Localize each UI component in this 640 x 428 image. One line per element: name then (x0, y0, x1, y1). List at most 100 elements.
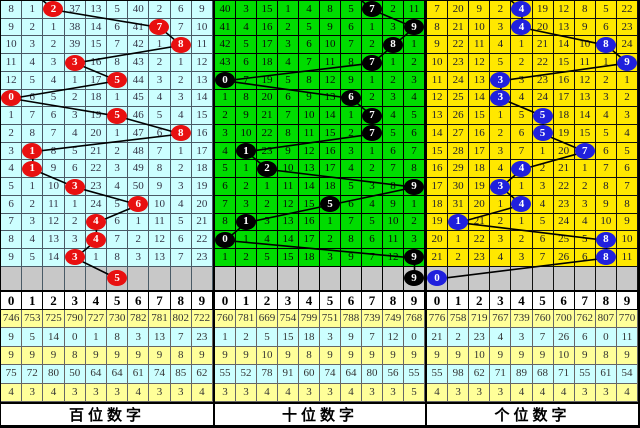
miss-count-cell: 7 (595, 160, 617, 179)
miss-count-cell: 11 (320, 54, 341, 72)
miss-count-cell: 41 (215, 18, 236, 37)
miss-count-cell: 3 (1, 142, 23, 161)
stat-cell: 61 (595, 365, 617, 384)
miss-count-cell: 8 (383, 36, 404, 55)
stat-cell: 10 (469, 346, 491, 366)
miss-count-cell: 1 (362, 142, 383, 161)
drawn-digit-circle: 5 (107, 107, 128, 124)
miss-count-cell: 6 (595, 142, 617, 161)
column-header-cell: 7 (362, 292, 383, 310)
stat-cell: 4 (532, 383, 554, 402)
miss-count-cell: 10 (427, 54, 449, 72)
miss-count-cell: 18 (320, 178, 341, 196)
pending-row-cell (43, 266, 65, 290)
miss-count-cell: 2 (149, 1, 171, 19)
stat-cell: 6 (574, 328, 596, 347)
stat-cell: 12 (383, 328, 404, 347)
miss-count-cell: 2 (532, 160, 554, 179)
miss-count-cell: 8 (22, 125, 44, 143)
stat-cell: 719 (469, 310, 491, 329)
stat-cell: 62 (191, 365, 213, 384)
stat-cell: 799 (299, 310, 320, 329)
miss-count-cell: 2 (170, 71, 192, 90)
miss-count-cell: 9 (427, 36, 449, 55)
miss-count-cell: 6 (107, 213, 129, 232)
pending-row-cell (278, 266, 299, 290)
miss-count-cell: 10 (320, 36, 341, 55)
miss-count-cell: 8 (383, 178, 404, 196)
miss-count-cell: 31 (448, 195, 470, 214)
miss-count-cell: 1 (362, 71, 383, 90)
stat-cell: 2 (236, 328, 257, 347)
miss-count-cell: 1 (43, 18, 65, 37)
miss-count-cell: 25 (448, 89, 470, 108)
stat-cell: 9 (404, 346, 425, 366)
stat-cell: 749 (383, 310, 404, 329)
miss-count-cell: 1 (236, 231, 257, 250)
miss-count-cell: 21 (469, 213, 491, 232)
miss-count-cell: 6 (107, 18, 129, 37)
pending-row-cell (64, 266, 86, 290)
miss-count-cell: 4 (616, 125, 638, 143)
column-header-cell: 3 (490, 292, 512, 310)
miss-count-cell: 19 (553, 125, 575, 143)
miss-count-cell: 2 (362, 36, 383, 55)
stat-cell: 13 (149, 328, 171, 347)
miss-count-cell: 4 (22, 54, 44, 72)
drawn-digit-circle: 7 (149, 19, 170, 36)
miss-count-cell: 2 (490, 125, 512, 143)
miss-count-cell: 10 (278, 160, 299, 179)
miss-count-cell: 2 (1, 125, 23, 143)
pending-row-cell (383, 266, 404, 290)
miss-count-cell: 6 (149, 125, 171, 143)
stat-cell: 55 (404, 365, 425, 384)
stat-cell: 1 (85, 328, 107, 347)
miss-count-cell: 2 (341, 125, 362, 143)
miss-count-cell: 12 (383, 249, 404, 267)
drawn-digit-circle: 2 (257, 160, 277, 177)
miss-count-cell: 0 (215, 231, 236, 250)
stat-cell: 10 (257, 346, 278, 366)
miss-count-cell: 9 (1, 18, 23, 37)
miss-count-cell: 4 (490, 36, 512, 55)
miss-count-cell: 4 (595, 107, 617, 126)
miss-count-cell: 7 (170, 18, 192, 37)
stat-cell: 4 (616, 383, 638, 402)
miss-count-cell: 10 (574, 36, 596, 55)
drawn-digit-circle: 4 (85, 231, 106, 248)
stat-cell: 0 (595, 328, 617, 347)
miss-count-cell: 8 (149, 160, 171, 179)
trend-grid-units: 7 20 9 2 4 19 12 8 5 22 8 21 10 3 4 20 13 9 6 23 9 22 11 4 1 21 14… (427, 0, 638, 290)
miss-count-cell: 39 (64, 36, 86, 55)
stat-cell: 9 (427, 346, 449, 366)
miss-count-cell: 3 (236, 1, 257, 19)
column-header-cell: 2 (43, 292, 65, 310)
stat-cell: 4 (490, 328, 512, 347)
miss-count-cell: 3 (595, 89, 617, 108)
miss-count-cell: 9 (616, 54, 638, 72)
miss-count-cell: 1 (278, 1, 299, 19)
stat-cell: 3 (149, 383, 171, 402)
miss-count-cell: 38 (64, 18, 86, 37)
stat-cell: 3 (383, 383, 404, 402)
miss-count-cell: 12 (191, 54, 213, 72)
miss-count-cell: 22 (85, 160, 107, 179)
drawn-digit-circle: 7 (362, 125, 382, 142)
miss-count-cell: 8 (170, 125, 192, 143)
stat-cell: 3 (469, 383, 491, 402)
miss-count-cell: 8 (1, 231, 23, 250)
miss-count-cell: 14 (427, 125, 449, 143)
miss-count-cell: 3 (257, 213, 278, 232)
stat-cell: 26 (553, 328, 575, 347)
miss-count-cell: 1 (149, 36, 171, 55)
miss-count-cell: 1 (616, 71, 638, 90)
miss-count-cell: 3 (616, 107, 638, 126)
miss-count-cell: 15 (191, 107, 213, 126)
stat-cell: 3 (320, 328, 341, 347)
miss-count-cell: 9 (469, 1, 491, 19)
miss-count-cell: 7 (107, 231, 129, 250)
stat-cell: 8 (64, 346, 86, 366)
